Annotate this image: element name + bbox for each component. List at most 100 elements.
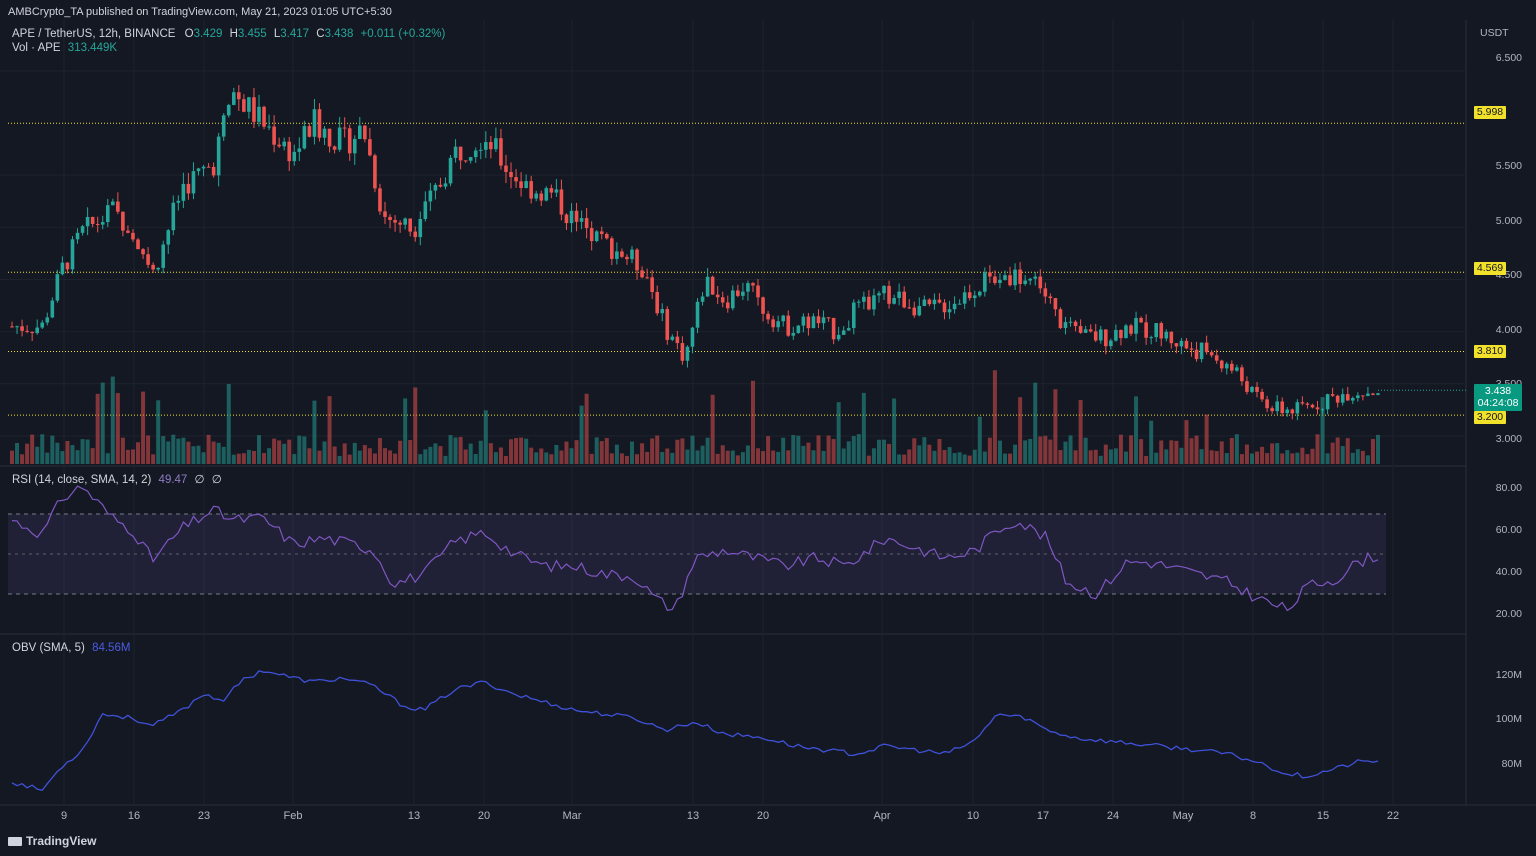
volume-bar (720, 445, 725, 464)
candle-body (539, 193, 544, 201)
volume-bar (756, 448, 761, 464)
volume-bar (1048, 439, 1053, 464)
candle-body (1290, 409, 1295, 414)
candle-body (40, 322, 45, 328)
candle-body (312, 109, 317, 137)
candle-body (1109, 340, 1113, 347)
level-tag-4569[interactable]: 4.569 (1474, 262, 1506, 275)
candle-body (1139, 317, 1143, 323)
level-tag-5998[interactable]: 5.998 (1474, 106, 1506, 119)
volume-bar (700, 445, 705, 464)
candle-body (927, 299, 932, 305)
brand-name: TradingView (26, 834, 97, 848)
volume-line[interactable]: Vol · APE 313.449K (12, 42, 117, 54)
volume-bar (650, 438, 655, 464)
candle-body (201, 166, 206, 169)
candle-body (1350, 398, 1355, 401)
candle-body (65, 262, 70, 270)
candle-body (267, 126, 271, 128)
candle-body (383, 211, 387, 217)
candle-body (821, 317, 826, 324)
candle-body (1230, 363, 1234, 371)
volume-bar (1234, 434, 1239, 464)
volume-bar (463, 449, 468, 464)
candle-body (1098, 329, 1103, 341)
candle-body (1043, 288, 1048, 297)
volume-bar (251, 450, 256, 464)
candle-body (897, 291, 901, 299)
x-tick: 10 (966, 810, 980, 822)
volume-bar (1360, 450, 1365, 464)
volume-bar (65, 441, 70, 464)
candle-body (690, 327, 695, 347)
candle-body (1330, 394, 1335, 396)
candle-body (720, 297, 725, 303)
candle-body (1068, 321, 1073, 323)
candle-body (1053, 298, 1058, 310)
volume-bar (1033, 382, 1038, 464)
volume-bar (786, 450, 791, 464)
candle-body (1023, 280, 1027, 284)
candle-body (1194, 349, 1199, 360)
candle-body (272, 126, 276, 145)
volume-bar (539, 448, 544, 464)
candle-body (161, 244, 166, 268)
candle-body (574, 210, 579, 222)
volume-bar (624, 455, 629, 464)
volume-bar (70, 445, 75, 464)
volume-bar (1123, 451, 1128, 464)
volume-bar (458, 436, 463, 464)
candle-body (322, 128, 327, 138)
candle-body (342, 127, 347, 129)
volume-bar (468, 443, 473, 464)
candle-body (1008, 275, 1012, 286)
candle-body (751, 283, 755, 286)
volume-bar (1315, 434, 1320, 464)
volume-bar (478, 440, 483, 464)
obv-header[interactable]: OBV (SMA, 5) 84.56M (12, 642, 130, 654)
candle-body (635, 249, 639, 271)
candle-body (1018, 269, 1022, 284)
candle-body (1149, 337, 1153, 339)
volume-bar (967, 455, 972, 464)
candle-body (55, 274, 60, 301)
symbol-name[interactable]: APE / TetherUS, 12h, BINANCE (12, 28, 176, 40)
volume-bar (1229, 437, 1234, 464)
candle-body (549, 188, 554, 193)
tradingview-logo[interactable]: TradingView (8, 834, 96, 848)
candle-body (393, 220, 397, 223)
close-value: 3.438 (324, 28, 354, 40)
candle-body (489, 142, 493, 150)
volume-bar (176, 438, 181, 464)
candle-body (1063, 322, 1068, 329)
volume-bar (1280, 453, 1285, 464)
candle-body (403, 218, 407, 225)
candle-body (70, 239, 75, 270)
level-tag-3200[interactable]: 3.200 (1474, 411, 1506, 424)
volume-bar (740, 452, 745, 464)
candle-body (947, 309, 952, 313)
candle-body (584, 218, 589, 229)
volume-bar (418, 454, 423, 464)
volume-bar (816, 435, 821, 464)
volume-bar (579, 405, 584, 464)
candle-body (594, 231, 599, 242)
candle-body (655, 292, 659, 314)
candle-body (831, 317, 836, 340)
volume-bar (40, 434, 45, 464)
candle-body (1169, 331, 1174, 344)
volume-bar (629, 441, 634, 464)
volume-bar (856, 434, 861, 464)
price-tick: 5.000 (1495, 215, 1522, 227)
volume-bar (1239, 454, 1244, 464)
candle-body (388, 216, 392, 221)
candle-body (1048, 296, 1053, 299)
low-label: L (273, 28, 281, 40)
candle-body (1335, 395, 1340, 403)
candle-body (599, 231, 604, 234)
level-tag-3810[interactable]: 3.810 (1474, 345, 1506, 358)
rsi-header[interactable]: RSI (14, close, SMA, 14, 2) 49.47 ∅ ∅ (12, 472, 222, 486)
volume-bar (902, 454, 907, 464)
candle-body (116, 201, 120, 212)
